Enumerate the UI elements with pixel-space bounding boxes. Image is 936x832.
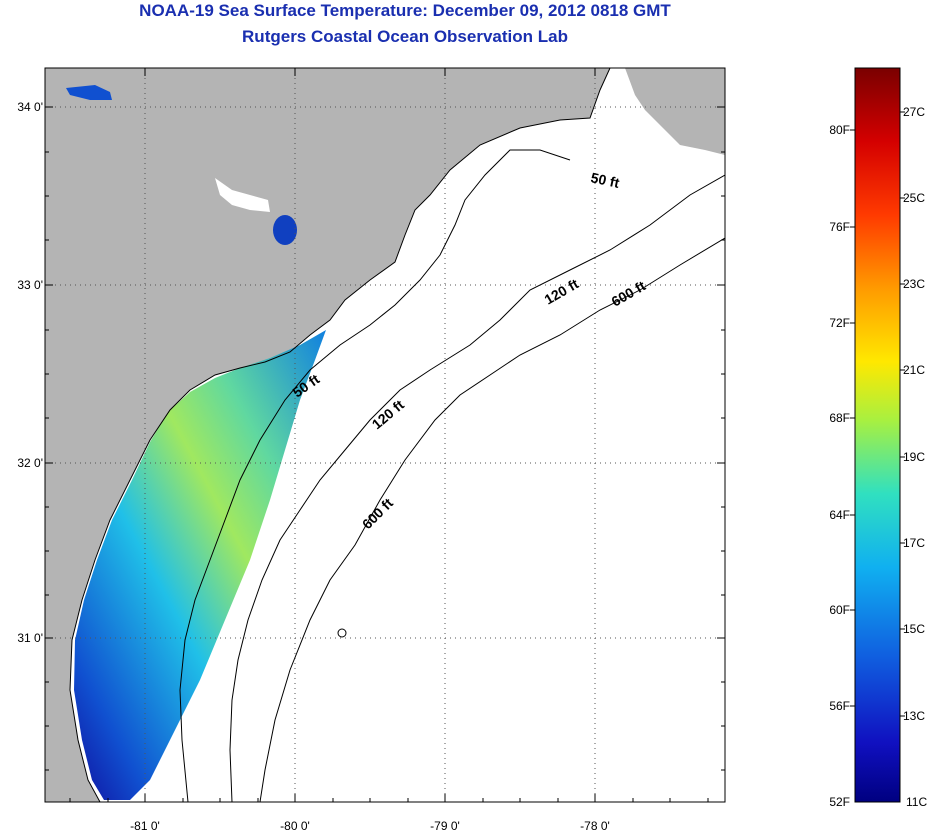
contour-120ft bbox=[229, 174, 725, 802]
axis-ticks bbox=[45, 68, 725, 802]
colorbar-label-fahrenheit: 60F bbox=[829, 603, 850, 617]
y-tick-label: 32 0' bbox=[17, 456, 43, 470]
land-area bbox=[45, 68, 610, 802]
x-tick-label: -81 0' bbox=[130, 819, 160, 832]
colorbar-label-celsius: 15C bbox=[903, 622, 925, 636]
coastline bbox=[69, 68, 611, 802]
colorbar-label-celsius: 27C bbox=[903, 105, 925, 119]
contour-600ft bbox=[259, 237, 725, 802]
contour-seamount bbox=[337, 628, 347, 638]
map-subtitle: Rutgers Coastal Ocean Observation Lab bbox=[242, 27, 568, 46]
inland-lake bbox=[273, 215, 297, 245]
y-tick-label: 33 0' bbox=[17, 278, 43, 292]
colorbar-label-fahrenheit: 68F bbox=[829, 411, 850, 425]
colorbar-label-fahrenheit: 72F bbox=[829, 316, 850, 330]
colorbar-ticks bbox=[850, 111, 905, 717]
map-title: NOAA-19 Sea Surface Temperature: Decembe… bbox=[139, 1, 671, 20]
x-tick-label: -80 0' bbox=[280, 819, 310, 832]
colorbar-label-fahrenheit: 52F bbox=[829, 795, 850, 809]
colorbar-label-celsius: 23C bbox=[903, 277, 925, 291]
contour-label-50ft-north: 50 ft bbox=[589, 169, 621, 191]
x-tick-label: -79 0' bbox=[430, 819, 460, 832]
colorbar-label-fahrenheit: 80F bbox=[829, 123, 850, 137]
contour-50ft bbox=[179, 149, 571, 802]
colorbar-label-fahrenheit: 76F bbox=[829, 220, 850, 234]
inland-water bbox=[66, 85, 112, 100]
y-tick-label: 31 0' bbox=[17, 631, 43, 645]
sst-swath bbox=[74, 330, 326, 800]
colorbar-label-celsius: 21C bbox=[903, 363, 925, 377]
colorbar-label-celsius: 25C bbox=[903, 191, 925, 205]
colorbar-label-celsius: 19C bbox=[903, 450, 925, 464]
cloud-patch bbox=[215, 178, 270, 212]
graticule bbox=[45, 68, 725, 802]
colorbar-label-fahrenheit: 56F bbox=[829, 699, 850, 713]
colorbar-label-celsius: 11C bbox=[906, 795, 927, 809]
colorbar-label-celsius: 17C bbox=[903, 536, 925, 550]
map-frame bbox=[44, 67, 726, 803]
colorbar-label-celsius: 13C bbox=[903, 709, 925, 723]
x-tick-label: -78 0' bbox=[580, 819, 610, 832]
y-tick-label: 34 0' bbox=[17, 100, 43, 114]
colorbar bbox=[854, 67, 901, 803]
colorbar-label-fahrenheit: 64F bbox=[829, 508, 850, 522]
land-area-northeast bbox=[625, 68, 725, 155]
